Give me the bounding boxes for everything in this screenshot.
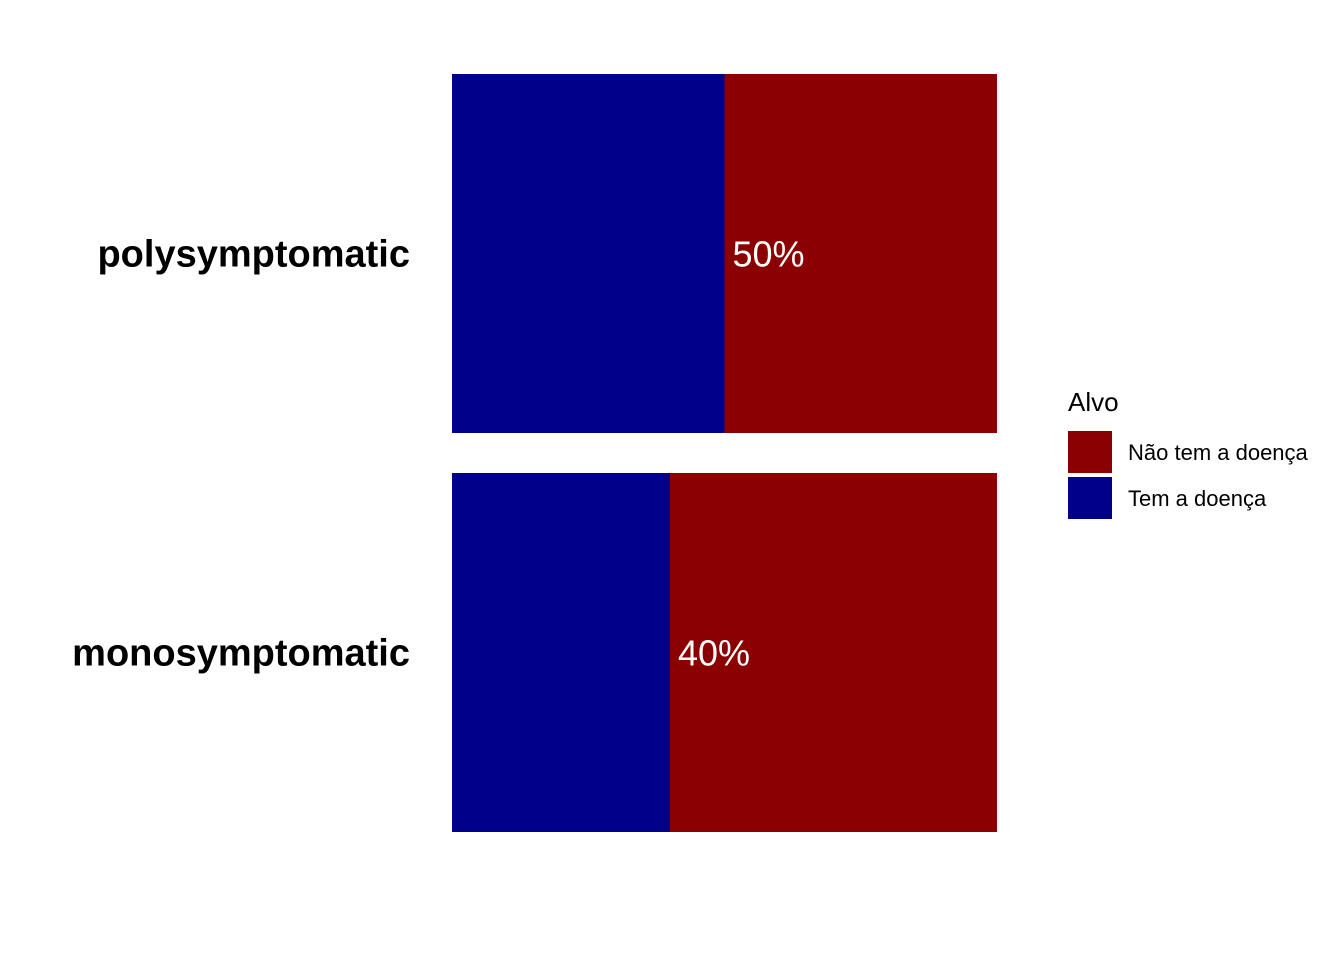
data-labels: 50% 40% <box>678 234 805 674</box>
category-label-monosymptomatic: monosymptomatic <box>72 633 410 675</box>
legend-key-0 <box>1068 431 1112 473</box>
legend-label-0: Não tem a doença <box>1128 440 1309 465</box>
bars-group <box>452 74 997 832</box>
category-labels: polysymptomatic monosymptomatic <box>72 234 410 675</box>
legend-label-1: Tem a doença <box>1128 486 1267 511</box>
bar-polysymptomatic-series-1 <box>724 74 997 433</box>
bar-polysymptomatic-series-0 <box>452 74 725 433</box>
category-label-polysymptomatic: polysymptomatic <box>97 234 410 276</box>
bar-monosymptomatic-series-1 <box>670 473 997 832</box>
legend-entries: Não tem a doença Tem a doença <box>1068 431 1309 519</box>
legend: Alvo Não tem a doença Tem a doença <box>1068 387 1309 519</box>
legend-title: Alvo <box>1068 387 1119 417</box>
data-label-polysymptomatic: 50% <box>733 234 805 275</box>
data-label-monosymptomatic: 40% <box>678 633 750 674</box>
legend-key-1 <box>1068 477 1112 519</box>
bar-monosymptomatic-series-0 <box>452 473 670 832</box>
